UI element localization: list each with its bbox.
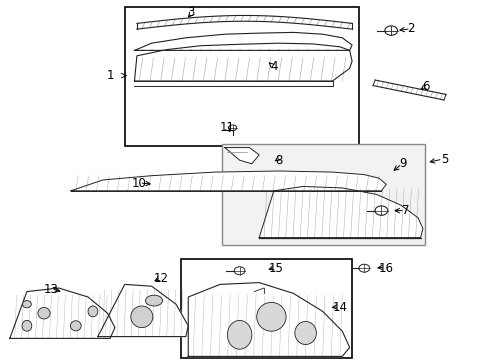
Polygon shape	[259, 186, 422, 238]
Text: 5: 5	[440, 153, 448, 166]
Text: 1: 1	[106, 69, 114, 82]
Ellipse shape	[22, 301, 31, 308]
Text: 16: 16	[378, 262, 393, 275]
Text: 15: 15	[268, 262, 283, 275]
Text: 2: 2	[406, 22, 414, 35]
Polygon shape	[188, 283, 349, 356]
Polygon shape	[10, 288, 115, 338]
Text: 9: 9	[399, 157, 407, 170]
Text: 13: 13	[44, 283, 59, 296]
Polygon shape	[134, 43, 351, 81]
Text: 6: 6	[421, 80, 428, 93]
Bar	[181, 259, 351, 358]
Text: 3: 3	[186, 6, 194, 19]
Ellipse shape	[38, 307, 50, 319]
Text: 11: 11	[220, 121, 234, 134]
Polygon shape	[98, 284, 188, 337]
Ellipse shape	[145, 295, 162, 306]
Ellipse shape	[294, 321, 316, 345]
Text: 7: 7	[401, 204, 409, 217]
Polygon shape	[372, 80, 445, 100]
Text: 8: 8	[274, 154, 282, 167]
Text: 12: 12	[154, 273, 168, 285]
Text: 10: 10	[132, 177, 146, 190]
Polygon shape	[134, 32, 351, 50]
Ellipse shape	[256, 302, 285, 331]
Ellipse shape	[130, 306, 152, 328]
Bar	[124, 7, 359, 146]
Text: 4: 4	[269, 60, 277, 73]
Polygon shape	[71, 171, 386, 191]
Ellipse shape	[88, 306, 98, 317]
Ellipse shape	[70, 321, 81, 331]
Ellipse shape	[22, 320, 32, 331]
Ellipse shape	[227, 320, 251, 349]
Polygon shape	[224, 148, 259, 164]
Bar	[222, 144, 425, 245]
Text: 14: 14	[332, 301, 346, 314]
Polygon shape	[134, 81, 332, 86]
